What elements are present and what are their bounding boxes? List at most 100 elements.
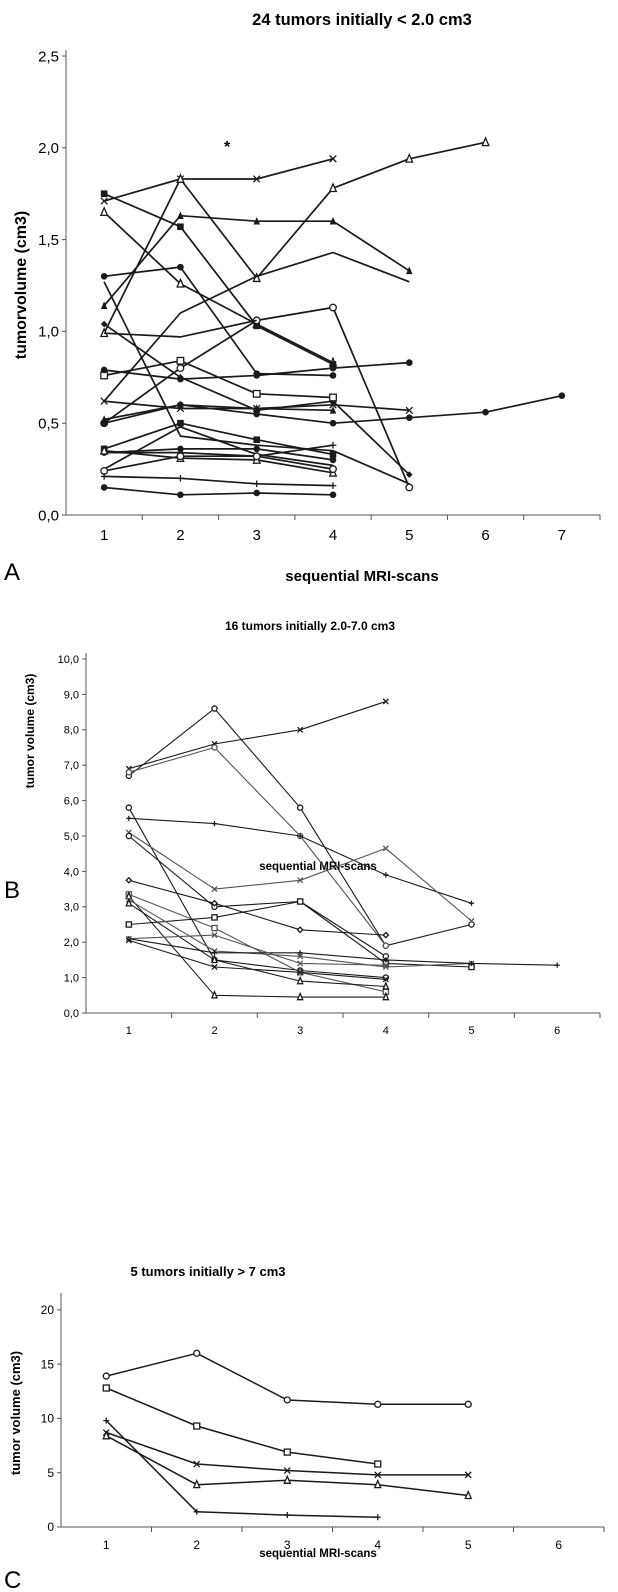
panel-letter: B <box>4 877 20 904</box>
x-tick-label: 6 <box>555 1538 562 1552</box>
series-line <box>103 141 486 334</box>
series-line <box>128 893 386 993</box>
data-point <box>382 931 390 939</box>
series-1 <box>125 698 389 772</box>
series-12 <box>100 359 413 383</box>
data-point <box>297 726 304 733</box>
y-tick-label: 1,0 <box>38 324 59 341</box>
data-point <box>297 877 304 884</box>
data-point <box>374 1460 382 1468</box>
data-point <box>404 152 414 163</box>
data-point <box>177 223 184 231</box>
y-tick-label: 5 <box>47 1466 54 1480</box>
data-point <box>253 404 261 412</box>
x-tick-label: 2 <box>211 1025 217 1037</box>
series-14 <box>125 897 390 990</box>
data-point <box>284 1512 291 1519</box>
series-12 <box>125 896 475 971</box>
series-line <box>103 211 334 364</box>
data-point <box>99 444 109 455</box>
data-point <box>253 216 261 225</box>
y-tick-label: 5,0 <box>64 831 79 843</box>
data-point <box>252 452 261 461</box>
data-point <box>283 1396 291 1404</box>
y-tick-label: 0 <box>47 1520 54 1534</box>
data-point <box>176 452 185 461</box>
series-7 <box>125 832 390 960</box>
y-tick-label: 6,0 <box>64 795 79 807</box>
series-2 <box>125 705 475 949</box>
data-point <box>383 957 389 963</box>
series-line <box>105 1435 469 1497</box>
data-point <box>329 456 337 464</box>
y-tick-label: 3,0 <box>64 902 79 914</box>
series-line <box>104 448 334 461</box>
x-tick-label: 1 <box>103 1538 110 1552</box>
series-16 <box>103 281 410 485</box>
data-point <box>468 917 475 925</box>
series-line <box>105 1420 378 1518</box>
chart-title: 5 tumors initially > 7 cm3 <box>131 1264 286 1279</box>
y-tick-label: 1,0 <box>64 972 79 984</box>
data-point <box>329 401 337 409</box>
data-point <box>100 273 108 280</box>
data-point <box>283 1448 291 1456</box>
y-tick-label: 10 <box>41 1412 55 1426</box>
data-point <box>374 1400 382 1408</box>
panel-letter: A <box>4 559 20 586</box>
series-line <box>128 807 386 979</box>
data-point <box>329 216 337 225</box>
series-3 <box>125 744 390 949</box>
series-line <box>103 251 410 402</box>
data-point <box>177 491 184 499</box>
data-point <box>177 445 184 453</box>
data-point <box>211 924 218 932</box>
annotation-asterisk: * <box>224 139 231 156</box>
series-line <box>104 486 334 496</box>
series-13 <box>126 936 560 968</box>
data-point <box>102 1430 111 1440</box>
series-line <box>128 879 386 936</box>
data-point <box>382 976 389 983</box>
data-point <box>382 981 390 990</box>
data-point <box>329 419 337 427</box>
data-point <box>253 372 261 379</box>
series-line <box>103 266 334 377</box>
series-2 <box>102 1384 382 1468</box>
data-point <box>468 960 475 967</box>
y-tick-label: 15 <box>41 1357 55 1371</box>
data-point <box>103 1417 110 1424</box>
data-point <box>210 899 219 907</box>
data-point <box>125 769 133 776</box>
data-point <box>482 408 489 416</box>
data-point <box>329 491 337 499</box>
x-tick-label: 6 <box>554 1025 560 1037</box>
y-tick-label: 4,0 <box>64 866 79 878</box>
data-point <box>177 474 184 482</box>
data-point <box>211 963 218 971</box>
series-23 <box>100 473 337 489</box>
data-point <box>464 1400 472 1408</box>
series-15 <box>100 400 337 423</box>
data-point <box>296 926 304 934</box>
x-tick-label: 7 <box>558 527 566 544</box>
data-point <box>296 991 304 1001</box>
y-tick-label: 2,0 <box>64 937 79 949</box>
data-point <box>329 303 337 312</box>
series-6 <box>125 829 475 925</box>
series-line <box>103 214 410 307</box>
data-point <box>297 950 303 956</box>
data-point <box>296 898 304 905</box>
data-point <box>176 364 185 373</box>
data-point <box>329 372 337 379</box>
data-point <box>373 1479 382 1489</box>
series-6 <box>100 190 337 368</box>
data-point <box>177 211 184 220</box>
data-point <box>125 876 133 884</box>
series-line <box>128 708 472 947</box>
series-7 <box>100 263 337 379</box>
data-point <box>193 1349 201 1357</box>
data-point <box>252 175 261 183</box>
data-point <box>253 489 261 497</box>
panel-letter: C <box>4 1567 21 1592</box>
